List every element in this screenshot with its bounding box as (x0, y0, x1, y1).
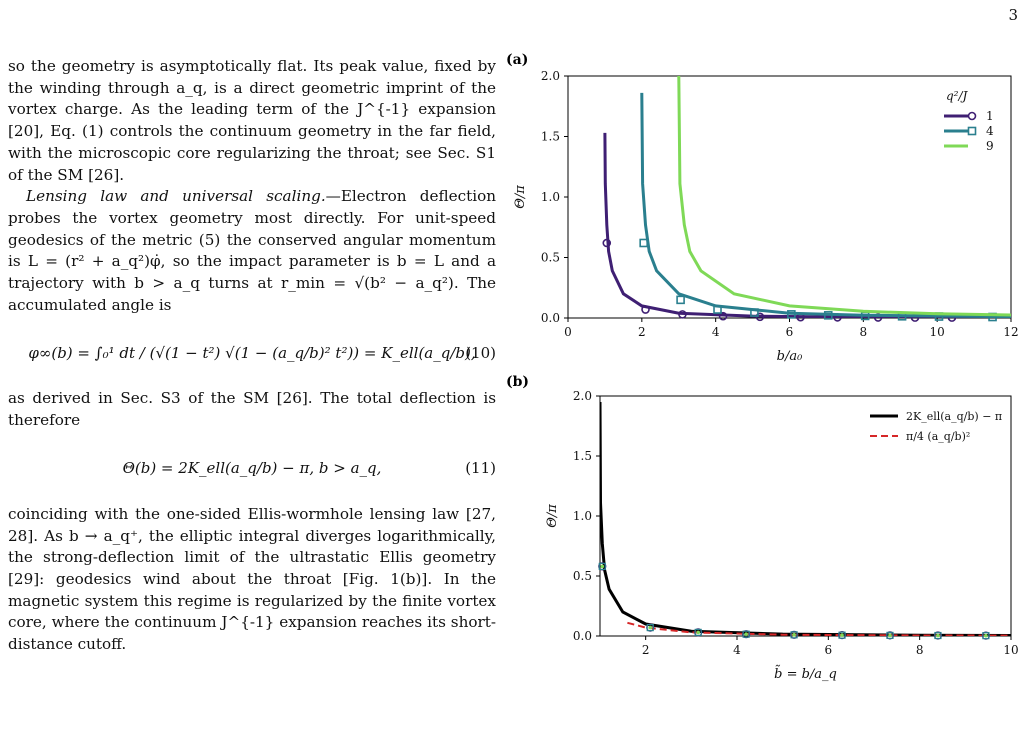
data-point (840, 633, 844, 637)
x-tick-label: 0 (564, 325, 572, 339)
data-point (823, 311, 833, 320)
paragraph-3: as derived in Sec. S3 of the SM [26]. Th… (8, 389, 496, 430)
y-tick-label: 0.5 (541, 251, 560, 265)
data-point (790, 631, 798, 639)
x-tick-label: 10 (1003, 643, 1018, 657)
panel-a-label: (a) (506, 52, 528, 68)
paragraph-4: coinciding with the one-sided Ellis-worm… (8, 504, 496, 654)
legend-label: 2K_ell(a_q/b) − π (906, 410, 1002, 423)
x-tick-label: 6 (825, 643, 833, 657)
series-line-0-1 (640, 92, 1011, 318)
data-point (696, 630, 700, 635)
equation-10-number: (10) (465, 343, 496, 362)
data-point (639, 238, 648, 248)
data-point (600, 564, 605, 569)
legend-label: 9 (986, 139, 994, 153)
panel-b-label: (b) (506, 374, 529, 390)
data-point (602, 238, 612, 248)
x-tick-label: 10 (930, 325, 945, 339)
equation-10: φ∞(b) = ∫₀¹ dt / (√(1 − t²) √(1 − (a_q/b… (8, 322, 496, 384)
x-tick-label: 4 (733, 643, 741, 657)
data-point (713, 305, 722, 314)
paragraph-1: so the geometry is asymptotically flat. … (8, 57, 496, 184)
x-tick-label: 4 (712, 325, 720, 339)
equation-11-number: (11) (465, 458, 496, 477)
x-tick-label: 8 (916, 643, 924, 657)
data-point (984, 633, 988, 638)
equation-11-body: Θ(b) = 2K_ell(a_q/b) − π, b > a_q, (122, 458, 382, 477)
equation-10-body: φ∞(b) = ∫₀¹ dt / (√(1 − t²) √(1 − (a_q/b… (28, 343, 476, 362)
legend-label: 4 (986, 124, 994, 138)
equation-11: Θ(b) = 2K_ell(a_q/b) − π, b > a_q, (11) (8, 438, 496, 500)
data-point (934, 631, 942, 640)
data-point (787, 310, 796, 319)
y-tick-label: 0.5 (573, 569, 592, 583)
data-point (648, 625, 653, 630)
legend-marker (967, 126, 977, 136)
paragraph-2-body: —Electron deflection probes the vortex g… (8, 187, 496, 314)
x-tick-label: 12 (1003, 325, 1018, 339)
data-point (982, 632, 990, 640)
figure-1: (a) (b) 0 2 4 6 8 10 12 0.0 0.5 1.0 1.5 2.0 b/a₀ Θ/π q… (506, 50, 1022, 730)
data-point (676, 295, 685, 305)
figure-svg: (a) (b) 0 2 4 6 8 10 120.00.51.01.52.0b/a₀Θ/πq… (506, 52, 1019, 682)
y-tick-label: 2.0 (541, 69, 560, 83)
x-axis-label: b/a₀ (777, 349, 803, 364)
legend-label: 1 (986, 109, 994, 123)
data-point (838, 631, 846, 639)
data-point (718, 311, 728, 321)
section-heading: Lensing law and universal scaling. (26, 187, 326, 206)
y-tick-label: 1.5 (573, 449, 592, 463)
data-point (694, 628, 702, 637)
y-tick-label: 1.0 (541, 190, 560, 204)
data-point (646, 623, 654, 632)
x-axis-label: b̃ = b/a_q (774, 665, 837, 682)
y-tick-label: 1.0 (573, 509, 592, 523)
y-tick-label: 0.0 (541, 311, 560, 325)
page-number: 3 (1008, 6, 1018, 24)
series-line-0-2 (677, 76, 1011, 317)
panel-b: 2 4 6 8 10 0.0 0.5 1.0 1.5 2.0 b̃ = b/a_q Θ/π 2K_ell… (545, 389, 1019, 682)
x-tick-label: 2 (642, 643, 650, 657)
y-tick-label: 1.5 (541, 130, 560, 144)
text-column: so the geometry is asymptotically flat. … (8, 56, 496, 656)
paragraph-2: Lensing law and universal scaling.—Elect… (8, 186, 496, 316)
x-tick-label: 6 (786, 325, 794, 339)
data-point (792, 633, 796, 637)
plot-frame (567, 75, 1012, 319)
data-point (742, 630, 750, 638)
data-point (598, 562, 606, 571)
y-axis-label: Θ/π (513, 185, 528, 209)
y-axis-label: Θ/π (545, 504, 560, 528)
data-point (936, 633, 940, 638)
legend-title: q²/J (946, 89, 969, 103)
data-point (888, 633, 892, 638)
legend-marker (967, 111, 977, 121)
x-tick-label: 2 (638, 325, 646, 339)
y-tick-label: 0.0 (573, 629, 592, 643)
x-tick-label: 8 (860, 325, 868, 339)
data-point (641, 305, 650, 314)
data-point (750, 308, 759, 317)
data-point (886, 631, 894, 640)
y-tick-label: 2.0 (573, 389, 592, 403)
legend-label: π/4 (a_q/b)² (906, 430, 970, 443)
data-point (744, 632, 748, 636)
data-point (678, 310, 687, 319)
series-line-0-0 (603, 132, 1011, 318)
